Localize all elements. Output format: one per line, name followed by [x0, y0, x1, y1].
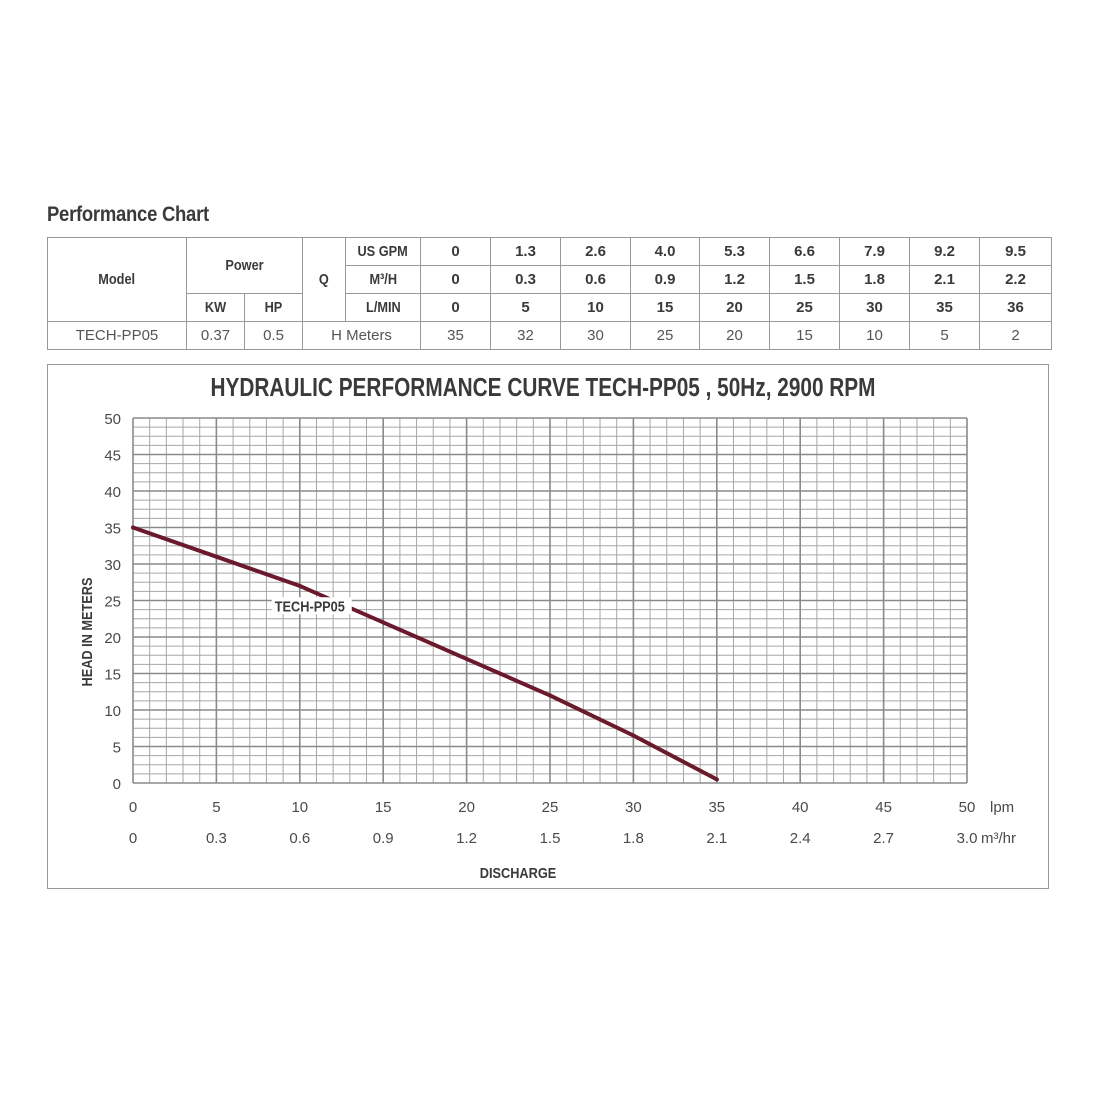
x-tick-label: 0	[129, 799, 137, 816]
table-cell: 2.6	[560, 237, 632, 266]
page-title: Performance Chart	[47, 203, 209, 226]
ticks-layer: 0 5 10 15 20 25 30 35 40 45 50 0 5 10 15 20 25 30 35 40 45 50…	[104, 411, 1016, 847]
table-cell: 10	[560, 293, 632, 322]
data-point	[297, 583, 302, 588]
y-tick-label: 5	[113, 740, 121, 757]
x2-tick-label: 2.4	[790, 830, 811, 847]
data-point	[464, 656, 469, 661]
y-tick-label: 50	[104, 411, 121, 428]
x-axis-label: DISCHARGE	[480, 864, 556, 881]
y-axis-label: HEAD IN METERS	[78, 578, 95, 687]
model-cell: TECH-PP05	[47, 321, 187, 350]
x2-tick-label: 2.1	[706, 830, 727, 847]
y-tick-label: 20	[104, 630, 121, 647]
model-header: Model	[47, 237, 187, 322]
table-cell: 2	[979, 321, 1053, 350]
y-tick-label: 45	[104, 448, 121, 465]
table-cell: 9.5	[979, 237, 1053, 266]
table-row: Model Power Q US GPM 0 1.3 2.6 4.0 5.3 6…	[47, 237, 1053, 322]
table-cell: 5	[909, 321, 981, 350]
table-row: M³/H 0 0.3 0.6 0.9 1.2 1.5 1.8 2.1 2.2	[48, 265, 1053, 294]
x2-tick-label: 0	[129, 830, 137, 847]
x-tick-label: 45	[875, 799, 892, 816]
x-tick-label: 5	[212, 799, 220, 816]
x2-tick-label: 3.0	[957, 830, 978, 847]
table-cell: 35	[420, 321, 492, 350]
table-cell: 9.2	[909, 237, 981, 266]
data-point	[631, 733, 636, 738]
table-cell: 5	[490, 293, 562, 322]
x2-tick-label: 2.7	[873, 830, 894, 847]
x-tick-label: 25	[542, 799, 559, 816]
table-cell: 0.3	[490, 265, 562, 294]
table-cell: 30	[560, 321, 632, 350]
row-label-us-gpm: US GPM	[345, 237, 422, 266]
table-cell: 25	[769, 293, 841, 322]
data-point	[214, 554, 219, 559]
x2-unit-label: m³/hr	[981, 830, 1016, 847]
x-tick-label: 15	[375, 799, 392, 816]
x2-tick-label: 1.5	[540, 830, 561, 847]
y-tick-label: 40	[104, 484, 121, 501]
row-label-h-meters: H Meters	[302, 321, 422, 350]
series-label-bg	[271, 597, 352, 615]
x-tick-label: 30	[625, 799, 642, 816]
y-tick-label: 15	[104, 667, 121, 684]
hp-cell: 0.5	[243, 321, 304, 350]
table-cell: 10	[839, 321, 911, 350]
x2-tick-label: 0.3	[206, 830, 227, 847]
y-tick-label: 25	[104, 594, 121, 611]
kw-cell: 0.37	[186, 321, 245, 350]
table-cell: 32	[490, 321, 562, 350]
series-layer: TECH-PP05	[131, 525, 719, 782]
kw-header: KW	[186, 293, 245, 322]
y-tick-label: 0	[113, 776, 121, 793]
x2-tick-label: 0.6	[289, 830, 310, 847]
table-cell: 0.6	[560, 265, 632, 294]
table-cell: 2.2	[979, 265, 1053, 294]
series-label: TECH-PP05	[275, 597, 345, 614]
y-tick-label: 10	[104, 703, 121, 720]
table-cell: 35	[909, 293, 981, 322]
y-tick-label: 30	[104, 557, 121, 574]
y-tick-label: 35	[104, 521, 121, 538]
x-unit-label: lpm	[990, 799, 1014, 816]
table-cell: 1.8	[839, 265, 911, 294]
x2-tick-label: 1.8	[623, 830, 644, 847]
table-cell: 4.0	[630, 237, 701, 266]
table-row: TECH-PP05 0.37 0.5 H Meters 35 32 30 25 …	[47, 321, 1053, 350]
x-tick-label: 20	[458, 799, 475, 816]
table-cell: 15	[630, 293, 701, 322]
data-point	[381, 620, 386, 625]
table-cell: 1.3	[490, 237, 562, 266]
x2-tick-label: 0.9	[373, 830, 394, 847]
x-tick-label: 10	[291, 799, 308, 816]
table-cell: 6.6	[769, 237, 841, 266]
x-tick-label: 50	[959, 799, 976, 816]
data-point	[131, 525, 135, 530]
table-cell: 0	[420, 237, 492, 266]
x-tick-label: 35	[708, 799, 725, 816]
chart-frame	[47, 364, 1049, 889]
power-header: Power	[185, 237, 304, 294]
performance-table: Model Power Q US GPM 0 1.3 2.6 4.0 5.3 6…	[47, 237, 1053, 350]
table-cell: 20	[699, 321, 771, 350]
grid-major	[132, 417, 968, 784]
table-cell: 15	[769, 321, 841, 350]
x2-tick-label: 1.2	[456, 830, 477, 847]
table-cell: 36	[979, 293, 1053, 322]
x-tick-label: 40	[792, 799, 809, 816]
series-line	[131, 525, 719, 782]
chart-title: HYDRAULIC PERFORMANCE CURVE TECH-PP05 , …	[211, 373, 876, 402]
table-cell: 25	[630, 321, 701, 350]
table-cell: 2.1	[909, 265, 981, 294]
data-point	[548, 693, 552, 698]
data-point	[714, 777, 719, 782]
q-header: Q	[302, 237, 347, 322]
